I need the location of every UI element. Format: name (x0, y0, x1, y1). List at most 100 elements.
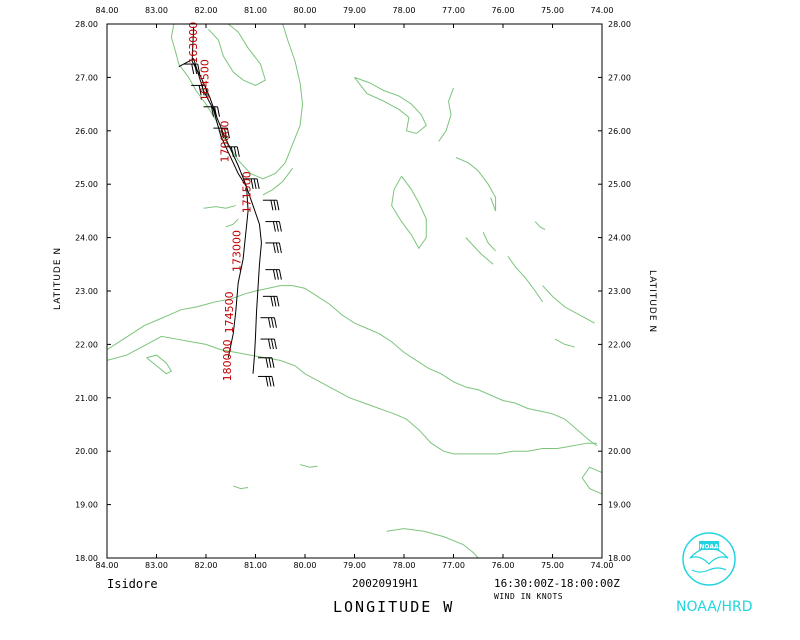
lon-tick-label-bottom: 75.00 (541, 561, 564, 570)
wind-barb (203, 106, 221, 117)
lon-tick-label-top: 76.00 (492, 6, 515, 15)
wind-barb (262, 199, 280, 211)
lat-tick-label-right: 21.00 (608, 394, 631, 403)
wind-units: WIND IN KNOTS (494, 592, 564, 601)
lat-tick-label-left: 27.00 (75, 73, 98, 82)
lat-tick-label-left: 28.00 (75, 20, 98, 29)
lon-tick-label-bottom: 81.00 (244, 561, 267, 570)
lat-tick-label-right: 22.00 (608, 340, 631, 349)
noaa-hrd-label: NOAA/HRD (676, 599, 753, 615)
track-time-label: 171500 (241, 171, 254, 213)
lat-tick-label-left: 25.00 (75, 180, 98, 189)
coastline-segment (438, 87, 454, 142)
coastline-segment (225, 218, 239, 228)
lon-tick-label-bottom: 76.00 (492, 561, 515, 570)
lat-tick-label-right: 20.00 (608, 447, 631, 456)
wind-barb (223, 146, 240, 157)
lon-tick-label-bottom: 77.00 (442, 561, 465, 570)
wind-barb (265, 242, 282, 254)
coastline-segment (262, 167, 294, 196)
noaa-inner-box (699, 541, 719, 550)
coastline-segment (534, 221, 546, 231)
wind-barb (262, 295, 280, 307)
lon-tick-label-bottom: 79.00 (343, 561, 366, 570)
flight-track-line (191, 26, 262, 374)
wind-barb (191, 84, 208, 96)
wind-barb (265, 221, 282, 232)
track-time-label: 180000 (221, 339, 234, 381)
coastline-segment (170, 23, 304, 180)
coastline-segment (581, 466, 603, 495)
wind-barb-layer (183, 63, 282, 387)
lat-tick-label-right: 28.00 (608, 20, 631, 29)
coastline-segment (507, 256, 544, 302)
coastline-segment (106, 335, 598, 455)
track-time-label: 170000 (218, 120, 231, 162)
lat-tick-label-left: 23.00 (75, 287, 98, 296)
lat-tick-label-right: 19.00 (608, 501, 631, 510)
storm-name: Isidore (107, 577, 158, 591)
lon-tick-label-top: 80.00 (294, 6, 317, 15)
wind-barb (257, 357, 275, 368)
lat-tick-label-right: 23.00 (608, 287, 631, 296)
coastline-segment (465, 237, 494, 265)
wind-barb (260, 317, 277, 328)
lat-tick-label-right: 26.00 (608, 127, 631, 136)
lon-tick-label-top: 75.00 (541, 6, 564, 15)
lat-tick-label-right: 24.00 (608, 234, 631, 243)
noaa-logo-ring (682, 532, 736, 586)
flight-track-return-line (178, 57, 249, 358)
time-range: 16:30:00Z-18:00:00Z (494, 577, 620, 590)
lon-tick-label-top: 77.00 (442, 6, 465, 15)
wind-barb (243, 178, 260, 189)
x-axis-label: LONGITUDE W (333, 598, 455, 616)
coastline-segment (554, 338, 575, 348)
coastline-layer (106, 23, 603, 559)
lon-tick-label-bottom: 80.00 (294, 561, 317, 570)
lon-tick-label-bottom: 82.00 (195, 561, 218, 570)
axis-ticks: 84.00 84.00 83.00 83.00 82.00 82.00 81.00 81.00… (75, 6, 631, 570)
lat-tick-label-left: 24.00 (75, 234, 98, 243)
lon-tick-label-bottom: 78.00 (393, 561, 416, 570)
lat-tick-label-left: 19.00 (75, 501, 98, 510)
lon-tick-label-bottom: 84.00 (96, 561, 119, 570)
lon-tick-label-top: 81.00 (244, 6, 267, 15)
lon-tick-label-top: 82.00 (195, 6, 218, 15)
wind-barb (257, 375, 275, 387)
lat-tick-label-right: 25.00 (608, 180, 631, 189)
coastline-segment (354, 76, 427, 135)
wind-barb (260, 338, 277, 350)
lon-tick-label-bottom: 74.00 (591, 561, 614, 570)
lon-tick-label-top: 78.00 (393, 6, 416, 15)
wind-barb (265, 269, 282, 280)
noaa-logo: NOAA (682, 532, 736, 586)
track-time-label: 164500 (198, 59, 211, 101)
track-time-label: 174500 (223, 291, 236, 333)
flight-track-layer (178, 26, 262, 374)
lat-tick-label-right: 18.00 (608, 554, 631, 563)
lat-tick-label-left: 20.00 (75, 447, 98, 456)
flight-id: 20020919H1 (352, 577, 419, 590)
lon-tick-label-top: 79.00 (343, 6, 366, 15)
lon-tick-label-bottom: 83.00 (145, 561, 168, 570)
coastline-segment (482, 232, 496, 252)
wind-barb (213, 127, 230, 139)
coastline-segment (208, 23, 266, 86)
lat-tick-label-right: 27.00 (608, 73, 631, 82)
lon-tick-label-top: 83.00 (145, 6, 168, 15)
coastline-segment (106, 285, 598, 447)
coastline-segment (203, 205, 236, 209)
coastline-segment (299, 464, 318, 468)
noaa-wave-icon (691, 567, 727, 573)
coastline-segment (146, 354, 173, 375)
lat-tick-label-left: 26.00 (75, 127, 98, 136)
lon-tick-label-top: 84.00 (96, 6, 119, 15)
noaa-inner-text: NOAA (699, 544, 719, 551)
track-time-label: 163000 (187, 22, 200, 64)
map-frame (106, 23, 603, 559)
lat-tick-label-left: 21.00 (75, 394, 98, 403)
right-axis-label: LATITUDE N (647, 270, 657, 333)
lat-tick-label-left: 18.00 (75, 554, 98, 563)
track-time-label: 173000 (231, 230, 244, 272)
